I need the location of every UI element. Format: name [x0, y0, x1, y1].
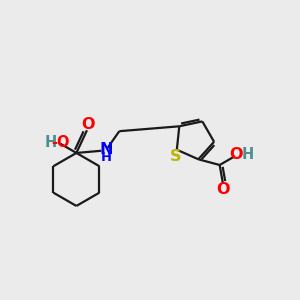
- Text: O: O: [230, 147, 243, 162]
- Text: H: H: [101, 151, 112, 164]
- Text: H: H: [44, 135, 56, 150]
- Text: N: N: [100, 142, 113, 157]
- Text: O: O: [216, 182, 230, 197]
- Text: O: O: [81, 118, 94, 133]
- Text: H: H: [241, 147, 254, 162]
- Text: -O: -O: [52, 135, 70, 150]
- Text: S: S: [169, 149, 181, 164]
